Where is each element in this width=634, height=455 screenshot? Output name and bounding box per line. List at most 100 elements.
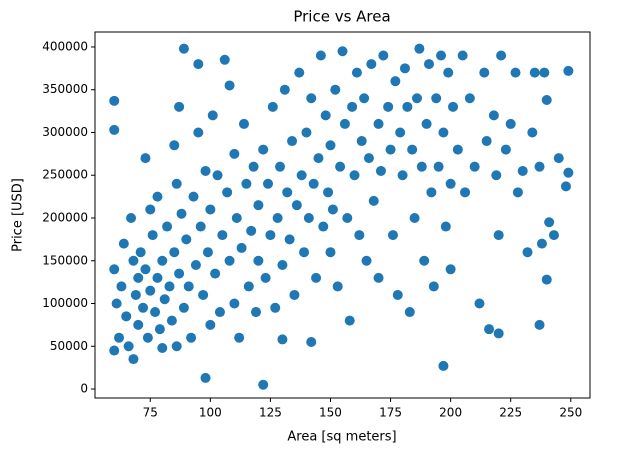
point bbox=[253, 200, 264, 211]
point bbox=[162, 221, 173, 232]
point bbox=[320, 110, 331, 121]
point bbox=[553, 153, 564, 164]
point bbox=[313, 153, 324, 164]
x-tick-label: 100 bbox=[199, 406, 222, 420]
point bbox=[383, 101, 394, 112]
point bbox=[109, 345, 120, 356]
x-tick-label: 175 bbox=[379, 406, 402, 420]
point bbox=[183, 281, 194, 292]
point bbox=[493, 230, 504, 241]
point bbox=[544, 217, 555, 228]
point bbox=[200, 372, 211, 383]
point bbox=[164, 281, 175, 292]
x-tick-label: 250 bbox=[559, 406, 582, 420]
point bbox=[318, 221, 329, 232]
point bbox=[212, 170, 223, 181]
point bbox=[275, 161, 286, 172]
point bbox=[265, 230, 276, 241]
point bbox=[236, 242, 247, 253]
chart-title: Price vs Area bbox=[293, 8, 390, 26]
point bbox=[325, 140, 336, 151]
point bbox=[116, 281, 127, 292]
point bbox=[548, 230, 559, 241]
y-tick-label: 250000 bbox=[42, 168, 88, 182]
y-tick-label: 0 bbox=[80, 382, 88, 396]
point bbox=[250, 307, 261, 318]
point bbox=[154, 324, 165, 335]
point bbox=[366, 59, 377, 70]
point bbox=[534, 161, 545, 172]
point bbox=[277, 260, 288, 271]
point bbox=[140, 153, 151, 164]
point bbox=[169, 247, 180, 258]
point bbox=[126, 212, 137, 223]
point bbox=[224, 255, 235, 266]
point bbox=[270, 302, 281, 313]
point bbox=[496, 50, 507, 61]
point bbox=[414, 43, 425, 54]
point bbox=[390, 76, 401, 87]
point bbox=[267, 101, 278, 112]
x-tick-label: 150 bbox=[319, 406, 342, 420]
point bbox=[563, 65, 574, 76]
point bbox=[145, 204, 156, 215]
point bbox=[176, 208, 187, 219]
point bbox=[534, 319, 545, 330]
point bbox=[253, 255, 264, 266]
y-tick-label: 50000 bbox=[50, 339, 88, 353]
point bbox=[263, 178, 274, 189]
point bbox=[241, 178, 252, 189]
point bbox=[224, 80, 235, 91]
point bbox=[128, 354, 139, 365]
point bbox=[512, 187, 523, 198]
point bbox=[214, 307, 225, 318]
point bbox=[440, 221, 451, 232]
point bbox=[399, 63, 410, 74]
point bbox=[409, 212, 420, 223]
point bbox=[205, 319, 216, 330]
point bbox=[541, 274, 552, 285]
point bbox=[438, 127, 449, 138]
point bbox=[142, 332, 153, 343]
x-tick-label: 200 bbox=[439, 406, 462, 420]
point bbox=[222, 187, 233, 198]
point bbox=[210, 268, 221, 279]
point bbox=[491, 170, 502, 181]
point bbox=[114, 332, 125, 343]
point bbox=[181, 234, 192, 245]
point bbox=[277, 334, 288, 345]
point bbox=[536, 238, 547, 249]
point bbox=[111, 298, 122, 309]
point bbox=[522, 247, 533, 258]
point bbox=[395, 127, 406, 138]
point bbox=[303, 212, 314, 223]
point bbox=[436, 50, 447, 61]
point bbox=[118, 238, 129, 249]
point bbox=[452, 144, 463, 155]
point bbox=[448, 101, 459, 112]
point bbox=[294, 67, 305, 78]
point bbox=[287, 136, 298, 147]
y-tick-label: 300000 bbox=[42, 125, 88, 139]
y-tick-label: 200000 bbox=[42, 210, 88, 224]
point bbox=[299, 247, 310, 258]
point bbox=[416, 161, 427, 172]
point bbox=[188, 191, 199, 202]
point bbox=[493, 328, 504, 339]
point bbox=[207, 110, 218, 121]
point bbox=[464, 93, 475, 104]
point bbox=[347, 101, 358, 112]
point bbox=[354, 230, 365, 241]
point bbox=[385, 144, 396, 155]
point bbox=[200, 165, 211, 176]
point bbox=[308, 178, 319, 189]
point bbox=[500, 144, 511, 155]
point bbox=[342, 212, 353, 223]
point bbox=[479, 67, 490, 78]
point bbox=[344, 315, 355, 326]
point bbox=[339, 118, 350, 129]
point bbox=[195, 221, 206, 232]
point bbox=[229, 148, 240, 159]
y-axis-label: Price [USD] bbox=[11, 178, 26, 252]
point bbox=[325, 247, 336, 258]
